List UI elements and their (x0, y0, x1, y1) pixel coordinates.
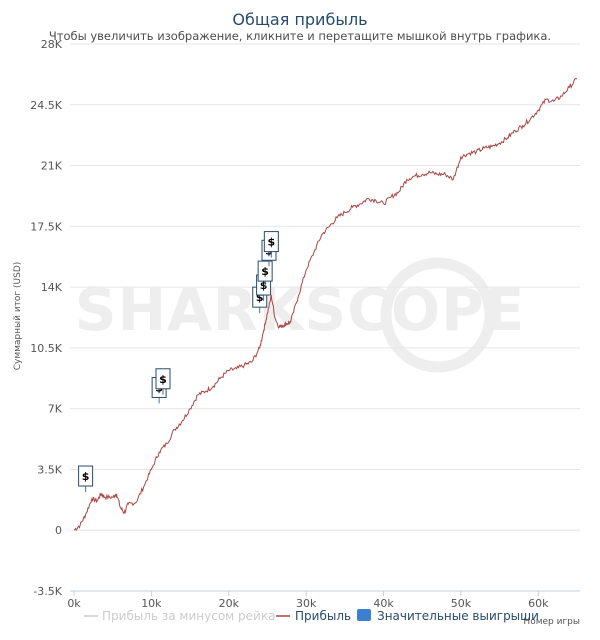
big-win-flag-symbol: $ (159, 373, 167, 386)
chart-title: Общая прибыль (232, 10, 367, 29)
legend-item-rake[interactable]: Прибыль за минусом рейка (84, 609, 275, 623)
watermark-text: SHARKSCOPE (75, 276, 526, 344)
chart-subtitle: Чтобы увеличить изображение, кликните и … (49, 29, 551, 43)
legend-item-big-wins[interactable]: Значительные выигрыши (357, 609, 539, 623)
y-axis-ticks: 28K 24.5K 21K 17.5K 14K 10.5K 7K 3.5K 0 -3.5K (30, 38, 62, 598)
x-axis-ticks: 0k 10k 20k 30k 40k 50k 60k (67, 591, 549, 610)
grid-lines (70, 43, 580, 531)
legend-item-profit[interactable]: Прибыль (276, 609, 351, 623)
legend-profit-label: Прибыль (295, 609, 351, 623)
watermark-scope-icon (380, 257, 496, 373)
big-win-flag-box (263, 231, 279, 253)
big-win-flag-symbol: $ (256, 291, 264, 304)
big-wins-flags[interactable]: $$$$$$$$ (78, 231, 279, 493)
x-tick-label: 40k (373, 597, 394, 610)
x-axis-title: Номер игры (523, 617, 580, 627)
big-win-flag-symbol: $ (268, 236, 276, 249)
x-tick-label: 30k (296, 597, 317, 610)
big-win-flag-symbol: $ (261, 265, 269, 278)
x-tick-label: 10k (141, 597, 162, 610)
y-tick-label: 14K (41, 281, 63, 294)
y-tick-label: 21K (41, 160, 63, 173)
big-win-flag[interactable]: $ (155, 368, 171, 395)
y-tick-label: 17.5K (30, 220, 62, 233)
legend-big-wins-label: Значительные выигрыши (377, 609, 539, 623)
big-win-flag-symbol: $ (82, 470, 90, 483)
big-win-flag-box (78, 465, 94, 487)
y-axis-title: Суммарный итог (USD) (13, 262, 23, 371)
y-tick-label: 0 (55, 524, 62, 537)
y-tick-label: -3.5K (33, 585, 62, 598)
y-tick-label: 24.5K (30, 99, 62, 112)
y-tick-label: 28K (41, 38, 63, 51)
profit-series-line (73, 78, 578, 531)
legend: Прибыль за минусом рейка Прибыль Значите… (84, 609, 539, 623)
watermark: SHARKSCOPE (75, 257, 526, 373)
series-layer (73, 78, 578, 531)
legend-rake-label: Прибыль за минусом рейка (102, 609, 275, 623)
y-tick-label: 10.5K (30, 342, 62, 355)
big-win-flag[interactable]: $ (78, 465, 94, 493)
big-win-flag-symbol: $ (260, 279, 268, 292)
y-tick-label: 7K (48, 403, 63, 416)
x-tick-label: 0k (67, 597, 81, 610)
legend-big-wins-symbol (357, 609, 371, 621)
x-tick-label: 60k (528, 597, 549, 610)
x-tick-label: 50k (451, 597, 472, 610)
x-tick-label: 20k (219, 597, 240, 610)
y-tick-label: 3.5K (37, 463, 62, 476)
big-win-flag-box (155, 368, 171, 390)
big-win-flag[interactable]: $ (263, 231, 279, 258)
